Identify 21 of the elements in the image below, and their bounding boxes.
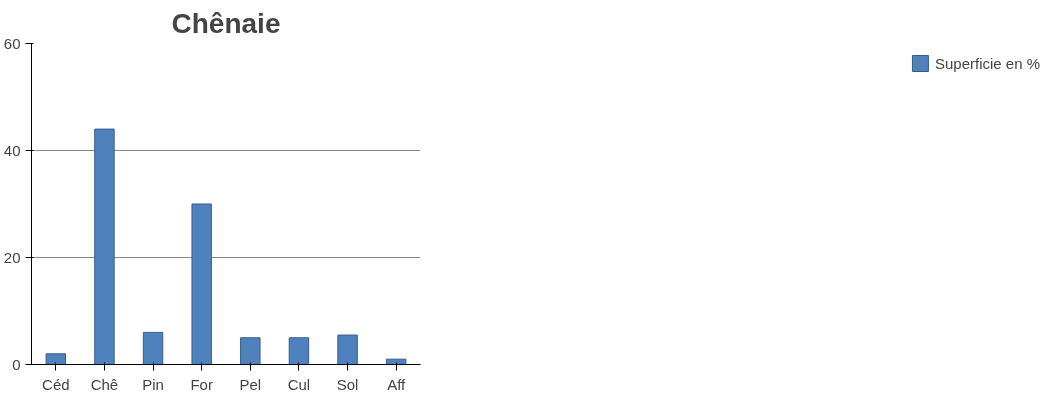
- legend-label: Superficie en %: [934, 54, 1040, 72]
- x-tick-label: Aff: [387, 375, 407, 393]
- bar: [142, 331, 164, 365]
- x-tick-label: Sol: [336, 375, 359, 393]
- x-tick-label: For: [190, 375, 213, 393]
- bar: [337, 334, 358, 365]
- bar: [240, 337, 261, 365]
- y-tick-label: 0: [12, 355, 21, 373]
- y-tick-label: 40: [3, 141, 21, 159]
- bar: [94, 128, 115, 365]
- x-tick-label: Pel: [239, 375, 262, 393]
- bar: [191, 203, 212, 365]
- y-tick-label: 20: [3, 248, 21, 266]
- chart-title: Chênaie: [171, 7, 281, 39]
- x-tick-label: Chê: [90, 375, 119, 393]
- x-tick-label: Cul: [287, 375, 311, 393]
- x-tick-label: Pin: [142, 375, 164, 393]
- x-tick-label: Céd: [42, 375, 70, 393]
- bar: [45, 353, 67, 365]
- bar: [288, 337, 310, 365]
- y-tick-label: 60: [3, 34, 21, 52]
